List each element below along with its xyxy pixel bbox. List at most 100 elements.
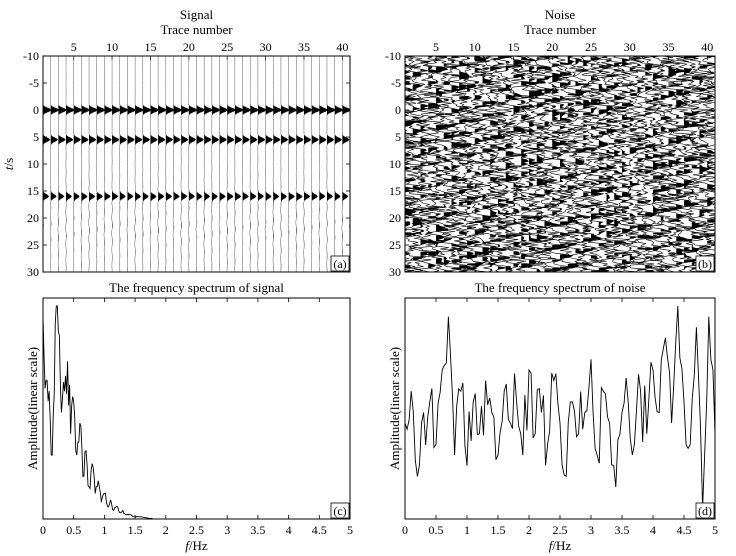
x-tick-label: 4	[286, 523, 292, 537]
trace-fill	[490, 234, 496, 237]
trace-fill	[451, 165, 460, 171]
trace-line	[694, 56, 715, 272]
chart-title: Signal	[180, 7, 214, 22]
trace-fill	[474, 172, 481, 175]
trace-fill	[583, 181, 589, 183]
trace-fill	[188, 188, 195, 201]
trace-fill	[420, 138, 432, 147]
trace-fill	[513, 74, 526, 78]
x-tick-label: 10	[106, 40, 118, 54]
trace-fill	[219, 104, 228, 116]
trace-fill	[181, 104, 190, 116]
trace-line	[349, 56, 350, 272]
trace-fill	[280, 104, 290, 116]
trace-fill	[637, 143, 644, 146]
trace-fill	[96, 192, 103, 201]
y-tick-label: 30	[27, 265, 39, 279]
trace-fill	[334, 134, 342, 146]
spectrum-line	[404, 305, 716, 509]
x-tick-label: 4.5	[312, 523, 327, 537]
y-tick-label: 20	[389, 211, 401, 225]
trace-fill	[684, 247, 693, 252]
x-tick-label: 1	[101, 523, 107, 537]
trace-line	[633, 56, 659, 272]
trace-fill	[288, 104, 298, 116]
trace-fill	[498, 127, 501, 129]
trace-line	[218, 56, 229, 272]
trace-fill	[707, 219, 715, 223]
trace-fill	[490, 246, 502, 252]
trace-fill	[405, 141, 414, 144]
trace-line	[241, 56, 252, 272]
trace-fill	[173, 104, 182, 116]
y-tick-label: -5	[391, 76, 401, 90]
trace-line	[211, 56, 221, 272]
trace-fill	[234, 134, 243, 152]
trace-line	[165, 56, 175, 272]
trace-fill	[560, 141, 570, 144]
trace-fill	[265, 185, 272, 209]
trace-fill	[451, 254, 457, 256]
trace-fill	[591, 126, 596, 129]
trace-fill	[521, 76, 525, 79]
trace-fill	[575, 204, 584, 206]
trace-fill	[273, 184, 279, 208]
trace-fill	[645, 235, 655, 239]
trace-fill	[707, 240, 715, 244]
trace-fill	[158, 104, 167, 116]
trace-fill	[296, 134, 304, 146]
trace-fill	[622, 254, 632, 258]
trace-fill	[490, 99, 498, 105]
trace-fill	[66, 104, 75, 116]
trace-fill	[637, 169, 645, 173]
y-tick-label: -10	[23, 49, 39, 63]
trace-fill	[498, 266, 507, 270]
trace-fill	[296, 192, 303, 202]
trace-fill	[606, 119, 618, 123]
trace-fill	[250, 104, 259, 116]
trace-fill	[715, 192, 722, 196]
trace-line	[310, 56, 321, 272]
trace-fill	[583, 68, 589, 71]
trace-fill	[405, 120, 416, 127]
trace-line	[65, 56, 75, 272]
trace-fill	[614, 207, 623, 213]
trace-fill	[436, 168, 444, 171]
trace-fill	[691, 189, 695, 193]
panel-label-box	[330, 502, 350, 519]
trace-fill	[311, 191, 318, 201]
y-tick-label: 15	[27, 184, 39, 198]
trace-fill	[606, 231, 617, 237]
trace-line	[341, 56, 350, 272]
trace-fill	[66, 184, 72, 208]
trace-fill	[303, 104, 313, 116]
trace-line	[455, 56, 480, 272]
trace-fill	[50, 104, 60, 116]
y-tick-label: 5	[33, 130, 39, 144]
trace-line	[80, 56, 91, 272]
trace-fill	[691, 165, 702, 169]
trace-fill	[58, 185, 65, 209]
trace-line	[640, 56, 667, 272]
panel-label-box	[695, 255, 715, 272]
trace-line	[407, 56, 432, 272]
trace-fill	[165, 134, 173, 152]
x-axis-label: f/Hz	[549, 538, 572, 553]
x-tick-label: 5	[71, 40, 77, 54]
trace-fill	[715, 151, 726, 155]
trace-fill	[691, 88, 701, 90]
trace-fill	[250, 134, 258, 146]
x-tick-label: 10	[469, 40, 481, 54]
trace-line	[257, 56, 267, 272]
trace-fill	[707, 62, 715, 65]
trace-fill	[89, 192, 96, 202]
trace-line	[405, 56, 418, 272]
spectrum-line	[42, 305, 350, 520]
trace-fill	[211, 134, 220, 146]
trace-fill	[629, 138, 640, 140]
trace-fill	[303, 134, 312, 152]
trace-fill	[513, 182, 523, 187]
trace-fill	[598, 243, 609, 247]
trace-fill	[552, 105, 556, 108]
